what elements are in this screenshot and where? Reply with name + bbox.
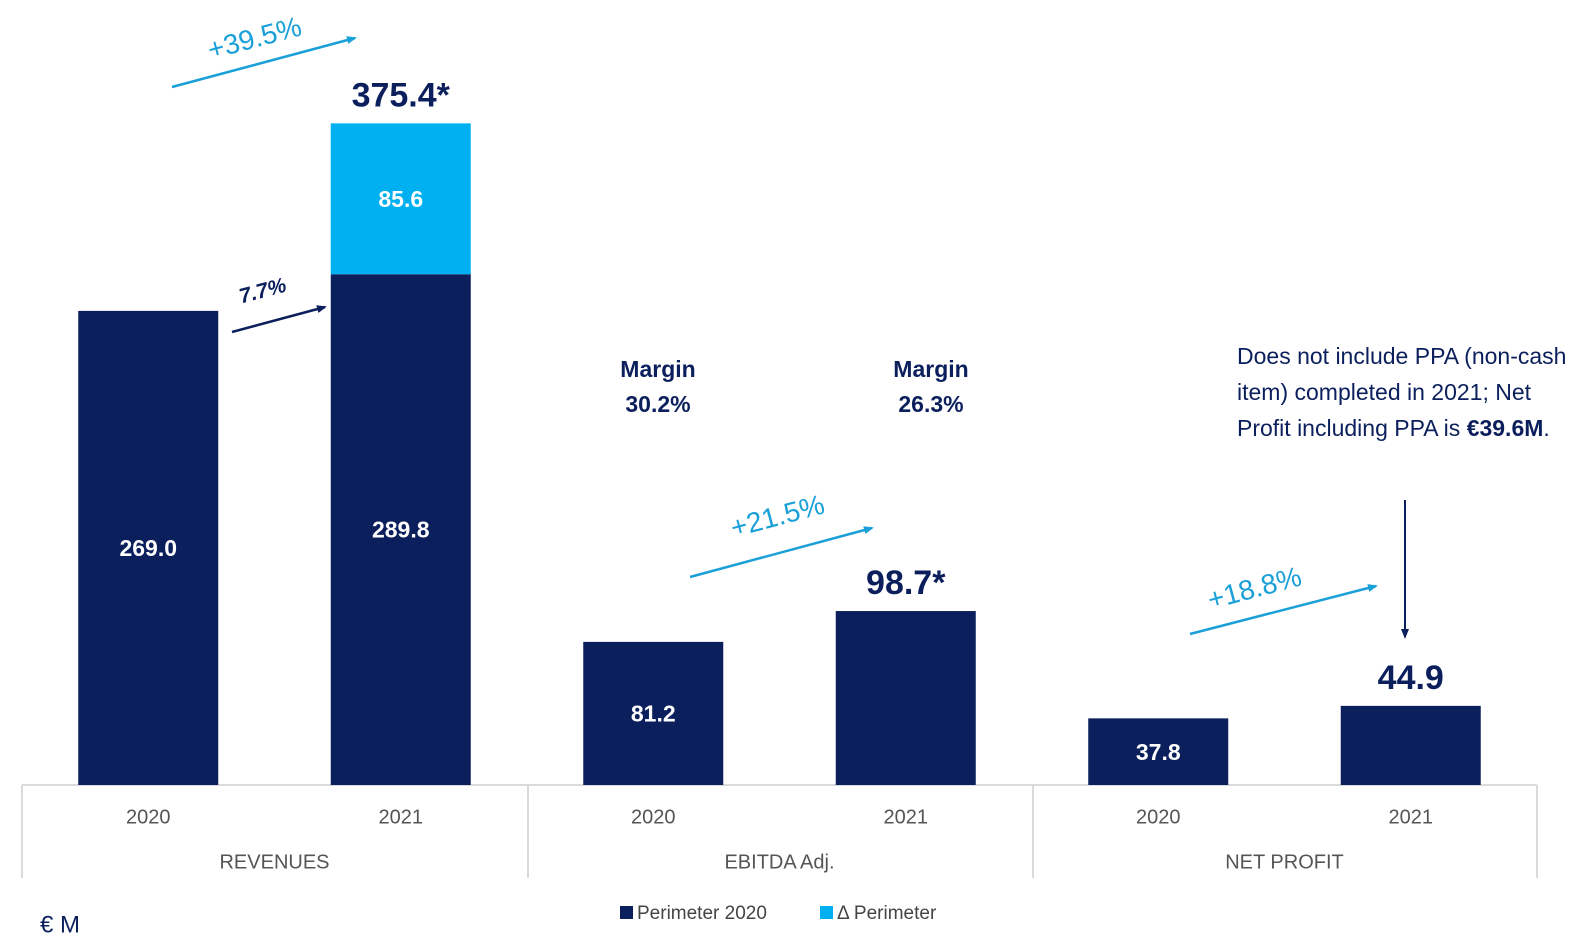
bar-segment	[330, 123, 471, 275]
bar-segment	[1088, 718, 1229, 785]
bar-segment	[835, 611, 976, 785]
value-label: 85.6	[378, 186, 423, 212]
x-tick-label: 2020	[126, 806, 171, 828]
total-label: 375.4*	[352, 76, 451, 114]
x-tick-label: 2021	[379, 806, 424, 828]
bar-segment	[78, 310, 219, 785]
value-label: 81.2	[631, 701, 676, 727]
group-label: REVENUES	[219, 851, 329, 873]
total-label: 98.7*	[866, 564, 946, 602]
group-label: NET PROFIT	[1225, 851, 1344, 873]
margin-value: 26.3%	[898, 391, 963, 417]
legend-label: Δ Perimeter	[837, 903, 937, 924]
note-text: .	[1543, 415, 1550, 441]
group-label: EBITDA Adj.	[724, 851, 834, 873]
growth-label: 7.7%	[237, 274, 290, 309]
legend-swatch	[620, 906, 633, 919]
x-tick-label: 2021	[1389, 806, 1434, 828]
growth-label: +21.5%	[727, 489, 828, 544]
value-label: 289.8	[372, 517, 430, 543]
bar-segment	[330, 274, 471, 785]
x-tick-label: 2020	[631, 806, 676, 828]
growth-label: +39.5%	[204, 11, 305, 66]
arrows	[171, 36, 1409, 639]
margin-value: 30.2%	[625, 391, 690, 417]
value-label: 269.0	[119, 535, 177, 561]
unit-label: € M	[40, 911, 80, 937]
x-tick-label: 2021	[884, 806, 929, 828]
bar-segment	[583, 641, 724, 785]
total-label: 44.9	[1378, 659, 1444, 697]
value-label: 37.8	[1136, 739, 1181, 765]
note-bold: €39.6M	[1466, 415, 1544, 441]
note: Does not include PPA (non-cash item) com…	[1237, 338, 1567, 446]
x-tick-label: 2020	[1136, 806, 1181, 828]
bar-segment	[1340, 705, 1481, 785]
margin-title: Margin	[893, 356, 968, 382]
axis-frame	[21, 784, 1538, 878]
note-text: Does not include PPA (non-cash item) com…	[1237, 343, 1567, 441]
legend-label: Perimeter 2020	[637, 903, 767, 924]
margin-title: Margin	[620, 356, 695, 382]
legend-swatch	[820, 906, 833, 919]
